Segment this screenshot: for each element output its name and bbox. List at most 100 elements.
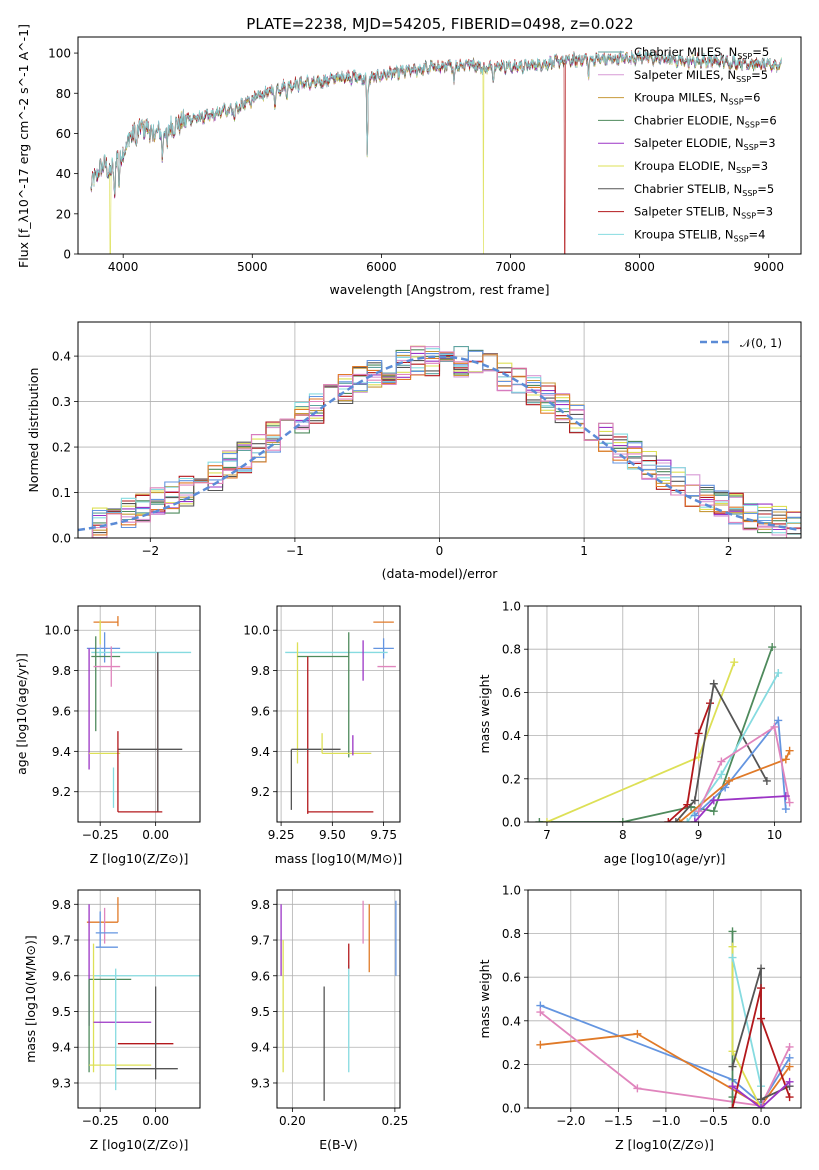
y-tick-label: 9.3	[52, 1076, 71, 1090]
weight-series-line	[697, 725, 791, 812]
legend-label: Salpeter MILES, NSSP=5	[634, 68, 768, 84]
weight-point-marker	[683, 818, 692, 822]
x-tick-label: 10	[767, 828, 782, 842]
axes-frame	[276, 889, 401, 1109]
x-tick-label: 0.0	[752, 1114, 771, 1128]
y-tick-label: 0.2	[502, 772, 521, 786]
y-tick-label: 0.0	[52, 532, 71, 546]
x-tick-label: −1	[286, 544, 304, 558]
legend-label-tail: =4	[749, 227, 766, 241]
legend-label-sub: SSP	[742, 189, 757, 198]
weight-point-marker	[728, 942, 737, 951]
y-tick-label: 0.8	[502, 927, 521, 941]
weight-point-marker	[690, 818, 699, 822]
weight-point-marker	[717, 757, 726, 766]
weight-point-marker	[709, 807, 718, 816]
weight-point-marker	[633, 1029, 642, 1038]
axes-frame	[527, 889, 802, 1109]
axes-frame	[276, 605, 401, 823]
weight-series-line	[675, 681, 768, 822]
y-tick-label: 0.4	[52, 350, 71, 364]
plot-area	[535, 643, 794, 822]
legend-label-text: Chabrier ELODIE, N	[634, 113, 745, 127]
panel-mass_vs_Z: −0.25 0.00 9.3 9.4 9.5 9.6 9.7 9.8 Z [log10(Z/Z⊙…	[23, 889, 201, 1152]
weight-point-marker	[728, 953, 737, 962]
weight-point-marker	[536, 1008, 545, 1017]
y-tick-label: 9.3	[251, 1076, 270, 1090]
plot-area	[90, 49, 782, 254]
weight-point-marker	[774, 716, 783, 725]
legend-label: Salpeter STELIB, NSSP=3	[634, 205, 773, 221]
legend-label-sub: SSP	[741, 212, 756, 221]
x-axis-label: Z [log10(Z/Z⊙)]	[90, 1137, 189, 1152]
weight-point-marker	[757, 984, 766, 993]
weight-point-marker	[785, 1042, 794, 1051]
x-tick-label: 6000	[366, 260, 397, 274]
y-axis-label: Normed distribution	[26, 368, 41, 493]
legend-label: Chabrier ELODIE, NSSP=6	[634, 113, 777, 129]
x-tick-label: −2	[141, 544, 159, 558]
weight-point-marker	[785, 1077, 794, 1086]
weight-series-line	[539, 646, 774, 822]
weight-point-marker	[724, 776, 733, 785]
y-tick-label: 0.2	[52, 441, 71, 455]
weight-point-marker	[542, 818, 551, 822]
x-tick-label: 7	[543, 828, 551, 842]
panels: 4000 5000 6000 7000 8000 9000020406080100wave…	[14, 24, 802, 1152]
legend-label-text: Chabrier STELIB, N	[634, 182, 742, 196]
weight-point-marker	[730, 658, 739, 667]
axes-frame	[77, 889, 201, 1109]
legend-label-sub: SSP	[737, 52, 752, 61]
weight-point-marker	[709, 796, 718, 805]
x-tick-label: −0.25	[82, 1114, 119, 1128]
panel-age_vs_Z: −0.25 0.00 9.2 9.4 9.6 9.8 10.0 Z [log10(Z/Z⊙)]…	[14, 605, 201, 866]
y-tick-label: 0	[63, 248, 71, 262]
y-tick-label: 100	[48, 47, 71, 61]
y-tick-label: 0.6	[502, 686, 521, 700]
weight-point-marker	[690, 796, 699, 805]
weight-series-line	[731, 987, 791, 1108]
x-tick-label: 9.75	[370, 828, 397, 842]
legend-label-tail: =5	[757, 182, 774, 196]
y-tick-label: 0.2	[502, 1058, 521, 1072]
legend-label-text: Kroupa ELODIE, N	[634, 159, 736, 173]
weight-point-marker	[785, 1093, 794, 1102]
plot-area	[280, 900, 397, 1101]
weight-point-marker	[675, 818, 684, 822]
y-tick-label: 1.0	[502, 600, 521, 614]
x-tick-label: −2.0	[556, 1114, 585, 1128]
normal-curve	[78, 355, 801, 532]
weight-series-line	[540, 1004, 791, 1105]
y-axis-label: age [log10(age/yr)]	[14, 653, 29, 775]
x-tick-label: −0.25	[82, 828, 119, 842]
weight-point-marker	[757, 1104, 766, 1108]
axes-frame	[527, 605, 802, 823]
y-tick-label: 9.4	[251, 1041, 270, 1055]
weight-point-marker	[781, 805, 790, 814]
legend-label-text: Kroupa MILES, N	[634, 91, 729, 105]
y-tick-label: 0.0	[502, 816, 521, 830]
y-tick-label: 60	[56, 127, 71, 141]
y-tick-label: 9.8	[52, 898, 71, 912]
weight-point-marker	[633, 1084, 642, 1093]
x-tick-label: 4000	[108, 260, 139, 274]
weight-point-marker	[785, 1062, 794, 1071]
weight-point-marker	[728, 1082, 737, 1091]
x-tick-label: 0	[436, 544, 444, 558]
x-axis-label: age [log10(age/yr)]	[604, 851, 726, 866]
legend-label-tail: =6	[744, 91, 761, 105]
legend-label-tail: =3	[751, 159, 768, 173]
y-tick-label: 9.8	[52, 664, 71, 678]
y-tick-label: 9.6	[251, 704, 270, 718]
weight-point-marker	[768, 643, 777, 652]
panel-weight_vs_age: 7 8 9 10 0.0 0.2 0.4 0.6 0.8 1.0 age [log10(age/yr…	[477, 600, 802, 866]
legend-label-sub: SSP	[734, 234, 749, 243]
y-tick-label: 0.4	[502, 1014, 521, 1028]
x-tick-label: 9.50	[319, 828, 346, 842]
y-tick-label: 9.7	[251, 934, 270, 948]
legend-label-text: Salpeter ELODIE, N	[634, 136, 744, 150]
legend-label: Kroupa ELODIE, NSSP=3	[634, 159, 768, 175]
legend-label-tail: =5	[751, 68, 768, 82]
x-tick-label: 9.25	[268, 828, 295, 842]
